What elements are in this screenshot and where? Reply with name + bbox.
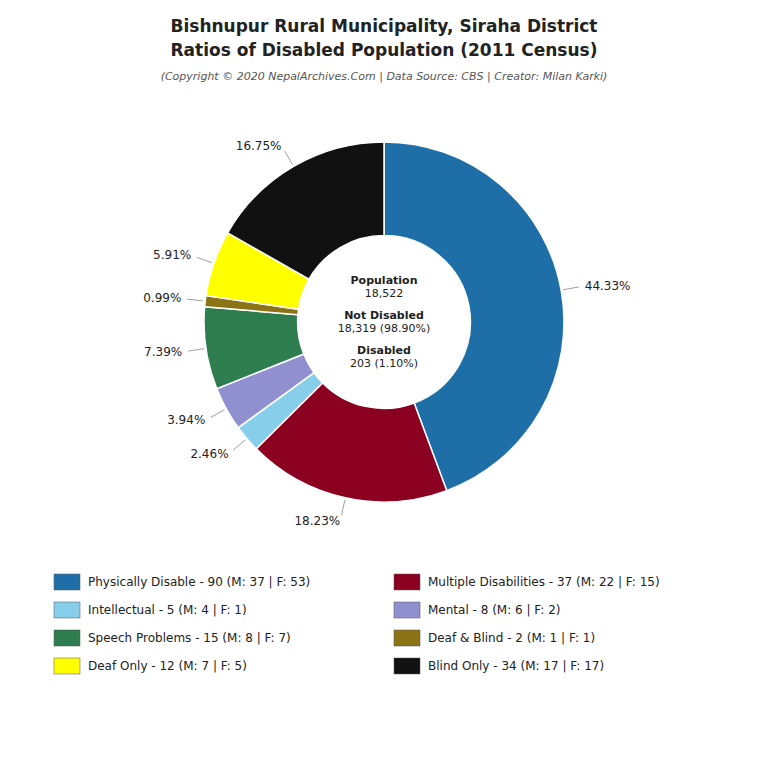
legend: Physically Disable - 90 (M: 37 | F: 53) M… (54, 574, 660, 674)
legend-swatch (394, 630, 420, 646)
legend-label: Mental - 8 (M: 6 | F: 2) (428, 603, 561, 617)
data-labels: 44.33% 18.23% 2.46% 3.94% 7.39% 0.99% 5.91% 16.… (143, 139, 630, 529)
slices (204, 142, 564, 502)
legend-swatch (394, 602, 420, 618)
legend-label: Multiple Disabilities - 37 (M: 22 | F: 1… (428, 575, 660, 589)
title: Bishnupur Rural Municipality, Siraha Dis… (170, 16, 597, 36)
annotation: 18,319 (98.90%) (338, 322, 431, 335)
data-label: 2.46% (190, 447, 228, 461)
data-label: 0.99% (143, 291, 181, 305)
leader-line (341, 500, 344, 516)
legend-label: Speech Problems - 15 (M: 8 | F: 7) (88, 631, 291, 645)
annotation: Not Disabled (344, 309, 424, 322)
leader-line (211, 410, 225, 418)
annotation: Population (351, 274, 418, 287)
legend-swatch (394, 574, 420, 590)
leader-line (285, 151, 293, 165)
leader-line (563, 287, 579, 290)
data-label: 5.91% (153, 248, 191, 262)
legend-label: Deaf & Blind - 2 (M: 1 | F: 1) (428, 631, 595, 645)
slice (204, 307, 304, 389)
legend-swatch (54, 602, 80, 618)
leader-line (197, 257, 212, 262)
annotation: 203 (1.10%) (350, 357, 418, 370)
legend-label: Blind Only - 34 (M: 17 | F: 17) (428, 659, 604, 673)
subtitle: (Copyright © 2020 NepalArchives.Com | Da… (161, 70, 608, 83)
legend-swatch (54, 658, 80, 674)
center-annotations: Population18,522 Not Disabled18,319 (98.9… (338, 274, 431, 371)
background (0, 0, 768, 768)
legend-swatch (54, 630, 80, 646)
leader-line (187, 299, 203, 301)
leader-line (188, 349, 204, 351)
legend-swatch (394, 658, 420, 674)
annotation: Disabled (357, 344, 411, 357)
title: Ratios of Disabled Population (2011 Cens… (171, 40, 598, 60)
data-label: 3.94% (167, 413, 205, 427)
data-label: 44.33% (585, 279, 631, 293)
slice (228, 142, 384, 279)
legend-label: Intellectual - 5 (M: 4 | F: 1) (88, 603, 247, 617)
legend-label: Physically Disable - 90 (M: 37 | F: 53) (88, 575, 310, 589)
legend-label: Deaf Only - 12 (M: 7 | F: 5) (88, 659, 247, 673)
leader-line (233, 440, 245, 450)
annotation: 18,522 (365, 287, 404, 300)
chart: Bishnupur Rural Municipality, Siraha Dis… (0, 0, 768, 768)
legend-swatch (54, 574, 80, 590)
data-label: 7.39% (144, 345, 182, 359)
data-label: 18.23% (294, 514, 340, 528)
data-label: 16.75% (236, 139, 282, 153)
